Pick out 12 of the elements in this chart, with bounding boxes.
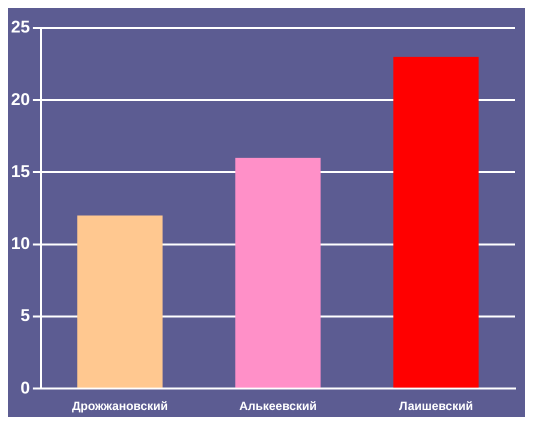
y-tick-label: 5 <box>20 306 30 326</box>
y-tick-label: 0 <box>20 378 30 398</box>
x-tick-label: Алькеевский <box>239 399 317 414</box>
x-tick-label: Лаишевский <box>399 399 473 414</box>
bar <box>77 216 163 388</box>
bar <box>393 56 479 388</box>
y-tick-label: 10 <box>10 234 30 254</box>
bar <box>235 158 321 388</box>
x-tick-label: Дрожжановский <box>72 399 168 414</box>
y-tick-label: 25 <box>10 18 30 37</box>
y-tick-label: 20 <box>10 90 30 109</box>
y-tick-label: 15 <box>10 162 30 181</box>
